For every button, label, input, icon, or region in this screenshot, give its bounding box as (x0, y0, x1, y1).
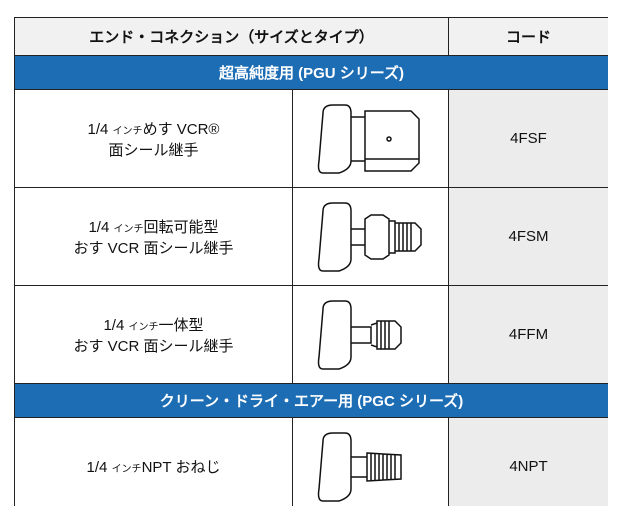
section-row: クリーン・ドライ・エアー用 (PGC シリーズ) (14, 383, 608, 418)
image-cell (292, 417, 449, 506)
description-line: 1/4 インチNPT おねじ (15, 456, 292, 477)
code-cell: 4FSM (448, 187, 608, 286)
size: 1/4 (86, 459, 108, 476)
fitting-icon (317, 431, 402, 502)
unit: インチ (128, 321, 159, 333)
table: エンド・コネクション（サイズとタイプ） コード 超高純度用 (PGU シリーズ)… (14, 17, 608, 506)
description-line: 面シール継手 (108, 141, 199, 159)
header-row: エンド・コネクション（サイズとタイプ） コード (14, 17, 608, 56)
section-title: クリーン・ドライ・エアー用 (PGC シリーズ) (14, 383, 608, 418)
code-cell: 4FSF (448, 89, 608, 188)
item-row: 1/4 インチ回転可能型 おす VCR 面シール継手 4FSM (14, 187, 608, 286)
type: めす VCR® (142, 120, 220, 138)
size: 1/4 (88, 218, 110, 236)
type: NPT おねじ (141, 459, 221, 476)
item-row: 1/4 インチ一体型 おす VCR 面シール継手 4FFM (14, 285, 608, 384)
unit: インチ (113, 223, 144, 235)
size: 1/4 (87, 120, 109, 138)
description-cell: 1/4 インチめす VCR® 面シール継手 (14, 89, 293, 188)
fitting-icon (317, 299, 402, 370)
header-cell: コード (448, 17, 608, 56)
description-cell: 1/4 インチ回転可能型 おす VCR 面シール継手 (14, 187, 293, 286)
description-line: 1/4 インチめす VCR® (15, 118, 292, 139)
type: 一体型 (158, 316, 204, 334)
description-cell: 1/4 インチ一体型 おす VCR 面シール継手 (14, 285, 293, 384)
item-row: 1/4 インチNPT おねじ 4NPT (14, 417, 608, 506)
code-cell: 4FFM (448, 285, 608, 384)
description-line: 1/4 インチ回転可能型 (15, 216, 292, 237)
fitting-icon (317, 201, 422, 272)
description-line: 1/4 インチ一体型 (15, 314, 292, 335)
unit: インチ (111, 464, 142, 475)
image-cell (292, 285, 449, 384)
description-line: おす VCR 面シール継手 (73, 337, 234, 355)
fitting-icon (317, 103, 420, 174)
unit: インチ (112, 125, 143, 137)
description-cell: 1/4 インチNPT おねじ (14, 417, 293, 506)
type: 回転可能型 (143, 218, 219, 236)
code-cell: 4NPT (448, 417, 608, 506)
image-cell (292, 187, 449, 286)
header-cell: エンド・コネクション（サイズとタイプ） (14, 17, 449, 56)
item-row: 1/4 インチめす VCR® 面シール継手 4FSF (14, 89, 608, 188)
size: 1/4 (103, 316, 125, 334)
image-cell (292, 89, 449, 188)
section-title: 超高純度用 (PGU シリーズ) (14, 55, 608, 90)
section-row: 超高純度用 (PGU シリーズ) (14, 55, 608, 90)
description-line: おす VCR 面シール継手 (73, 239, 234, 257)
table-container: エンド・コネクション（サイズとタイプ） コード 超高純度用 (PGU シリーズ)… (14, 17, 608, 506)
